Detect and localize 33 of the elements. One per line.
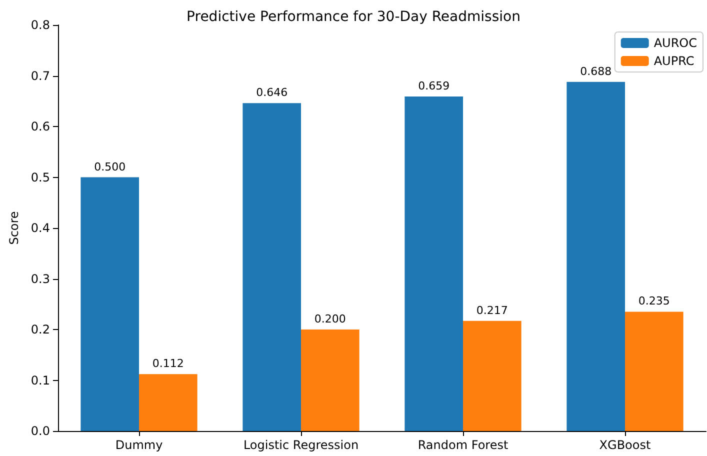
bar (242, 103, 301, 431)
y-tick-label: 0.7 (30, 68, 50, 83)
chart-title: Predictive Performance for 30-Day Readmission (186, 9, 520, 25)
data-label: 0.200 (314, 312, 346, 326)
y-axis-title: Score (7, 211, 21, 245)
y-tick-label: 0.8 (30, 18, 50, 32)
bar (625, 312, 684, 431)
y-tick-label: 0.5 (30, 170, 50, 184)
bar (566, 82, 625, 431)
data-label: 0.500 (94, 160, 126, 174)
x-tick-label: Dummy (115, 438, 163, 452)
x-tick-label: Logistic Regression (243, 438, 359, 452)
y-tick-label: 0.2 (30, 322, 50, 336)
data-label: 0.235 (638, 294, 670, 308)
data-label: 0.646 (256, 86, 288, 100)
bar (80, 177, 139, 431)
bar (463, 320, 522, 431)
legend-label: AUROC (654, 36, 697, 50)
legend-label: AUPRC (654, 54, 694, 68)
data-label: 0.659 (418, 80, 450, 93)
y-tick-label: 0.1 (30, 373, 50, 388)
bar (139, 374, 198, 431)
y-tick-label: 0.4 (30, 221, 50, 235)
y-tick-label: 0.3 (30, 272, 50, 286)
data-label: 0.112 (152, 357, 184, 370)
x-tick-label: XGBoost (599, 438, 651, 452)
y-tick-label: 0.0 (30, 424, 50, 438)
bar (404, 96, 463, 431)
data-label: 0.688 (580, 64, 612, 78)
bar (301, 330, 360, 431)
x-tick-label: Random Forest (418, 438, 508, 452)
data-label: 0.217 (476, 304, 508, 317)
y-tick-label: 0.6 (30, 120, 50, 134)
